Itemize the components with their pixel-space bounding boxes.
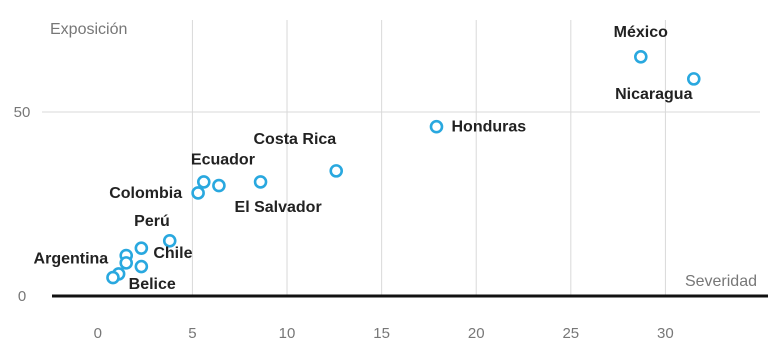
data-point (106, 270, 120, 285)
point-label: Chile (153, 245, 192, 262)
data-point (196, 175, 211, 189)
y-tick-label: 0 (18, 288, 26, 305)
data-point (162, 234, 177, 248)
data-point (686, 72, 701, 86)
point-label: El Salvador (235, 199, 322, 216)
x-tick-label: 10 (279, 325, 296, 342)
x-axis-title: Severidad (685, 273, 757, 290)
point-label: Nicaragua (615, 86, 692, 103)
point-label: Perú (134, 213, 170, 230)
x-tick-label: 15 (373, 325, 390, 342)
data-point (134, 259, 149, 274)
data-point (212, 178, 226, 193)
data-point (634, 49, 648, 64)
x-tick-label: 0 (94, 325, 102, 342)
point-label: Colombia (109, 185, 182, 202)
data-points (106, 49, 701, 285)
point-labels: México Nicaragua Honduras Costa Rica Ecuador… (34, 24, 693, 293)
point-label: Ecuador (191, 152, 255, 169)
x-tick-label: 30 (657, 325, 674, 342)
y-axis-title: Exposición (50, 21, 127, 38)
point-label: Belice (129, 276, 176, 293)
data-point (134, 241, 149, 255)
x-tick-labels: 0 5 10 15 20 25 30 (94, 325, 674, 342)
point-label: Honduras (451, 119, 526, 136)
data-point (253, 175, 268, 189)
data-point (191, 186, 205, 200)
x-tick-label: 20 (468, 325, 485, 342)
point-label: Argentina (34, 251, 109, 268)
data-point (429, 119, 444, 134)
y-tick-label: 50 (14, 104, 31, 121)
point-label: México (614, 24, 668, 41)
x-tick-label: 5 (188, 325, 196, 342)
y-tick-labels: 0 50 (14, 104, 31, 305)
x-gridlines (191, 20, 666, 296)
point-label: Costa Rica (254, 131, 337, 148)
data-point (119, 256, 134, 270)
x-tick-label: 25 (562, 325, 579, 342)
data-point (329, 164, 344, 178)
